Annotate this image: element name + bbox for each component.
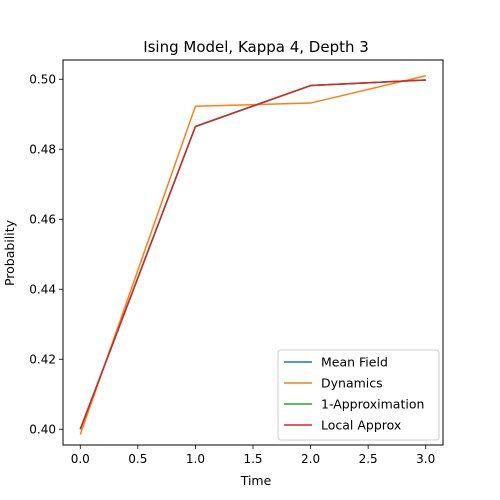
legend-label: Dynamics	[321, 376, 383, 391]
legend-label: Mean Field	[321, 355, 388, 370]
y-tick-label: 0.50	[29, 72, 56, 86]
x-tick-label: 1.0	[186, 452, 205, 466]
y-tick-label: 0.40	[29, 422, 56, 436]
x-tick-label: 0.5	[128, 452, 147, 466]
legend-items: Mean Field Dynamics 1-Approximation Local A…	[284, 355, 424, 433]
plot-frame	[62, 59, 444, 446]
y-tick-label: 0.46	[29, 212, 56, 226]
y-tick-label: 0.48	[29, 142, 56, 156]
x-tick-label: 1.5	[243, 452, 262, 466]
y-tick-label: 0.42	[29, 352, 56, 366]
series-layer	[79, 75, 426, 435]
series-line-1	[79, 75, 426, 435]
legend: Mean Field Dynamics 1-Approximation Local A…	[277, 349, 440, 441]
x-tick-label: 0.0	[71, 452, 90, 466]
y-axis-label: Probability	[2, 219, 17, 286]
x-tick-label: 2.5	[359, 452, 378, 466]
x-tick-label: 2.0	[301, 452, 320, 466]
legend-box	[277, 349, 440, 441]
legend-label: Local Approx	[321, 418, 401, 433]
ticks-layer: 0.0 0.5 1.0 1.5 2.0 2.5 3.0 0.40 0.42 0.44 0.46 0.4…	[29, 72, 435, 466]
x-tick-label: 3.0	[416, 452, 435, 466]
x-axis-label: Time	[240, 473, 272, 488]
chart-title: Ising Model, Kappa 4, Depth 3	[143, 38, 369, 56]
y-tick-label: 0.44	[29, 282, 56, 296]
series-line-3	[79, 79, 426, 430]
legend-label: 1-Approximation	[321, 397, 424, 412]
